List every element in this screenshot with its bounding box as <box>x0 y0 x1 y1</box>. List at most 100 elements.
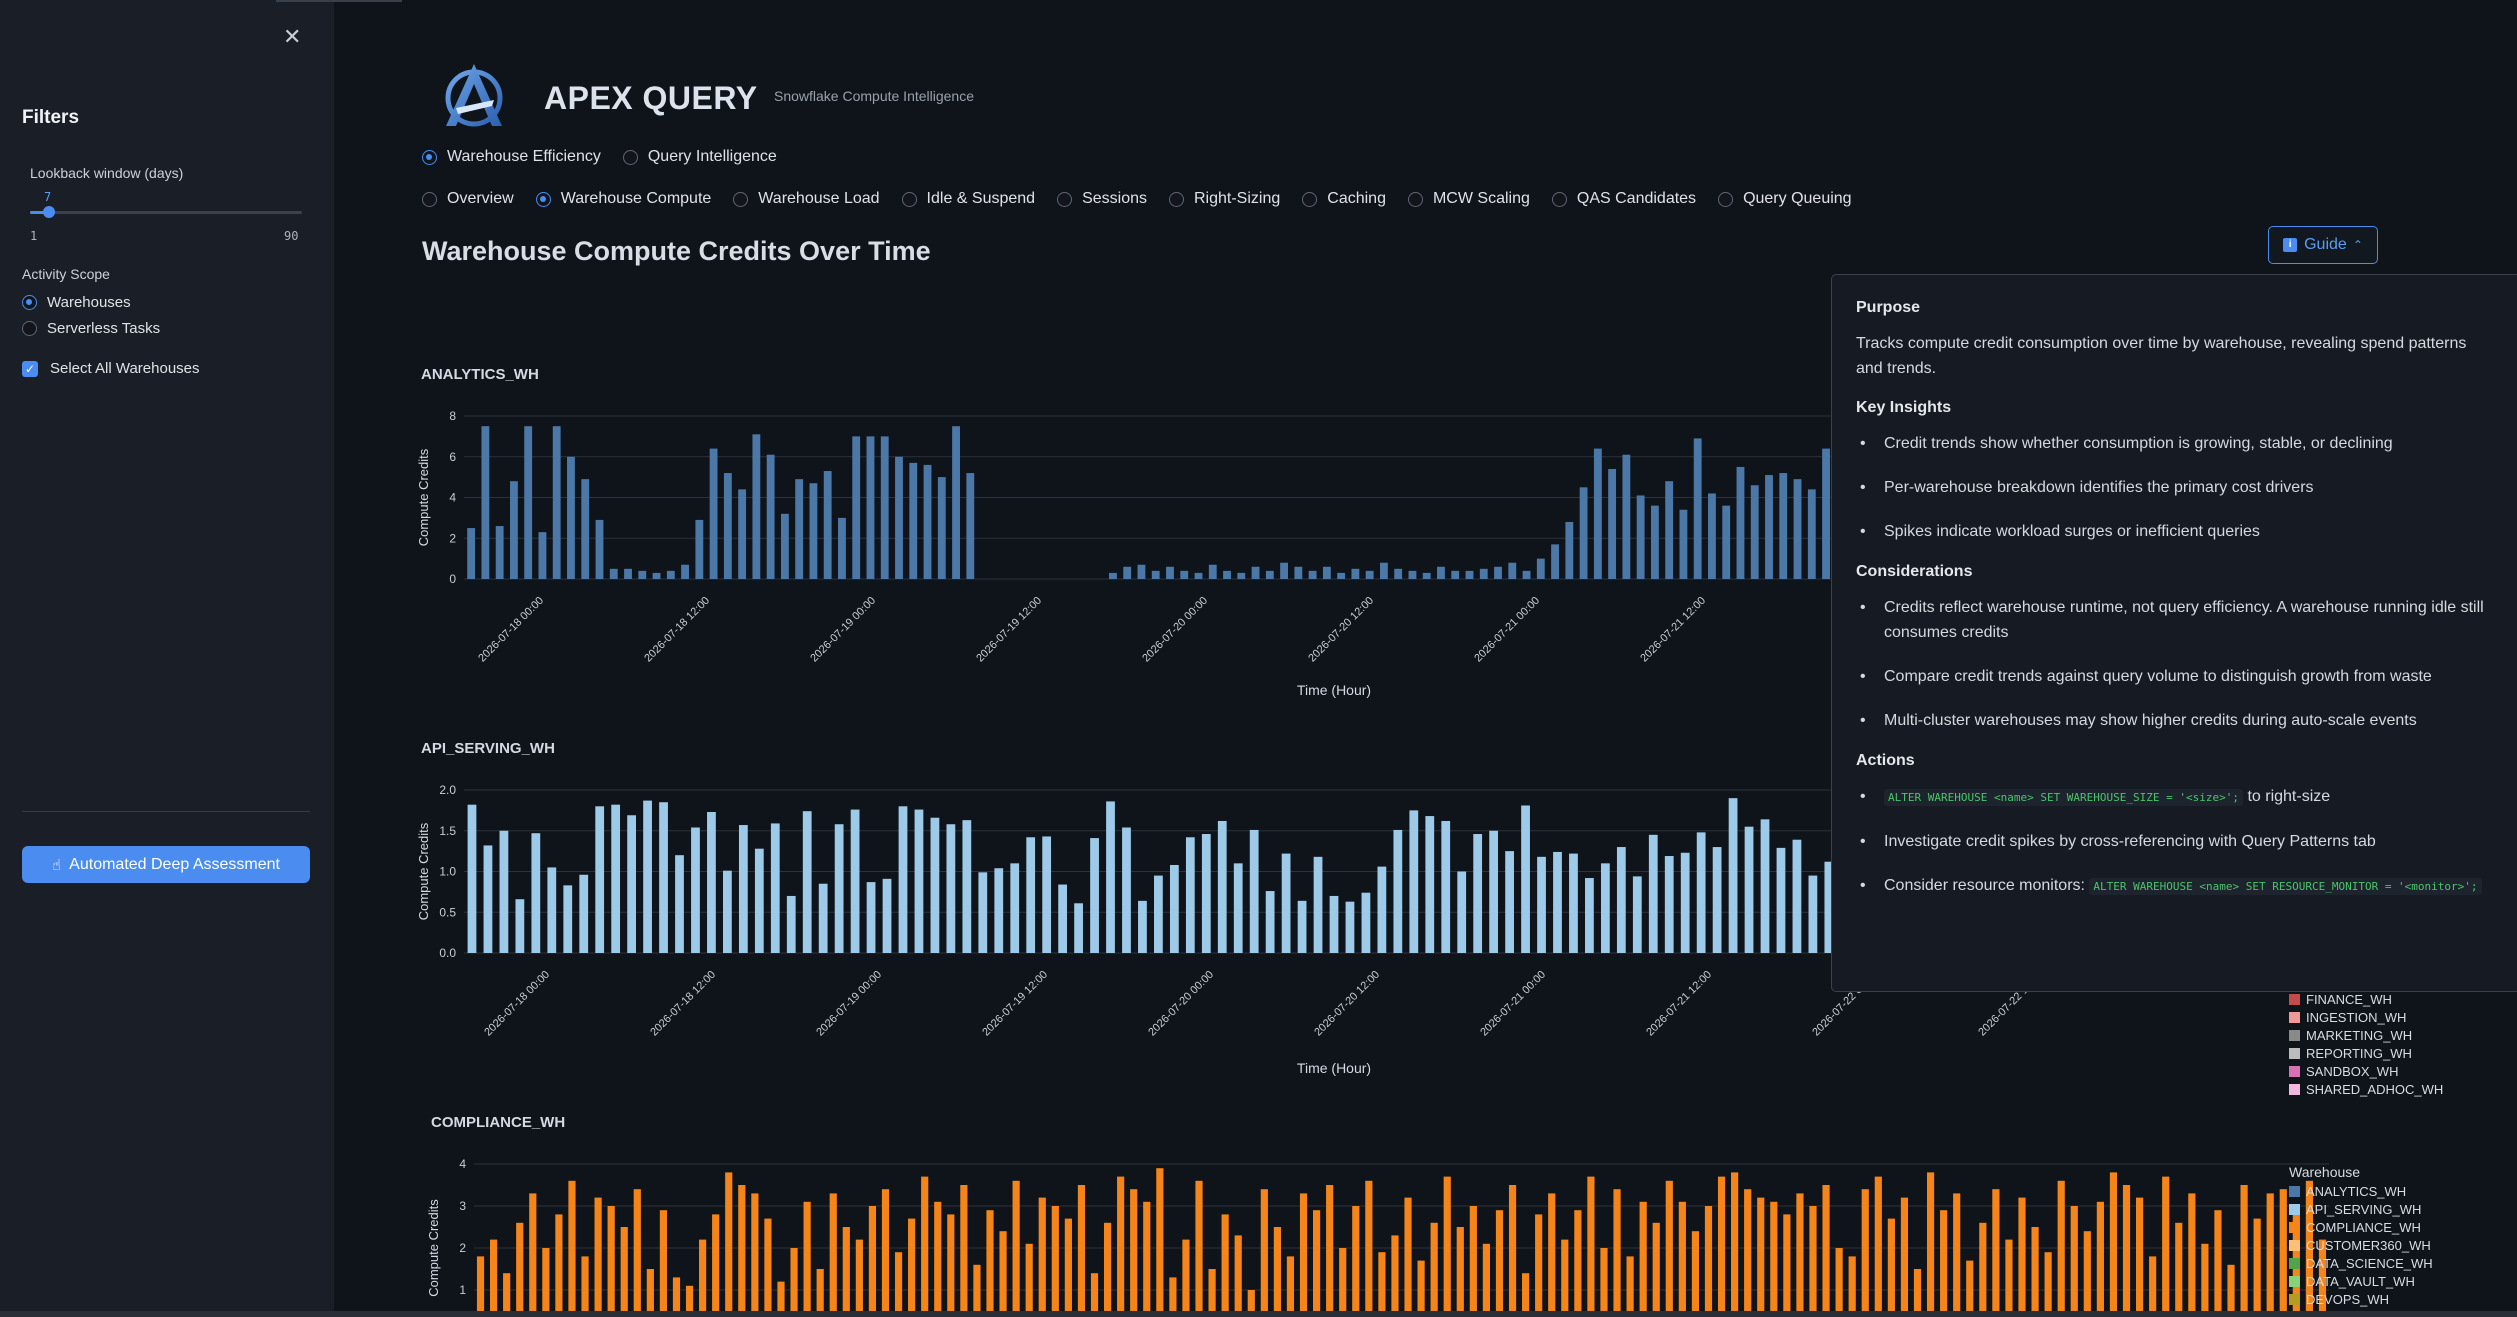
y-tick-label: 8 <box>449 409 456 423</box>
tab-query-queuing[interactable]: Query Queuing <box>1718 190 1852 208</box>
legend-item-marketing-wh[interactable]: MARKETING_WH <box>2289 1026 2443 1044</box>
bar <box>1090 1273 1099 1311</box>
legend-item-customer360-wh[interactable]: CUSTOMER360_WH <box>2289 1236 2433 1254</box>
radio-unselected-icon[interactable] <box>1057 191 1073 207</box>
close-icon[interactable]: ✕ <box>283 24 302 49</box>
bar <box>946 824 956 953</box>
checkbox-checked-icon[interactable]: ✓ <box>22 360 38 377</box>
bar <box>823 471 832 579</box>
bar <box>1636 495 1645 579</box>
bar <box>866 882 876 953</box>
y-tick-label: 4 <box>449 491 456 505</box>
x-axis-label: Time (Hour) <box>1297 1060 1371 1076</box>
guide-considerations-title: Considerations <box>1856 563 1973 580</box>
tab-overview[interactable]: Overview <box>422 190 514 208</box>
radio-unselected-icon[interactable] <box>1302 191 1318 207</box>
bar <box>691 827 700 953</box>
bar <box>1835 1248 1843 1311</box>
bar <box>2109 1172 2118 1311</box>
automated-deep-assessment-button[interactable]: ☝ Automated Deep Assessment <box>22 846 310 883</box>
x-tick-label: 2026-07-21 00:00 <box>1478 969 1548 1039</box>
radio-selected-icon[interactable] <box>535 191 551 207</box>
tab-idle-suspend[interactable]: Idle & Suspend <box>901 190 1035 208</box>
legend-item-shared-adhoc-wh[interactable]: SHARED_ADHOC_WH <box>2289 1080 2443 1098</box>
bar <box>1708 493 1716 579</box>
legend-item-data-science-wh[interactable]: DATA_SCIENCE_WH <box>2289 1254 2433 1272</box>
legend-item-finance-wh[interactable]: FINANCE_WH <box>2289 990 2443 1008</box>
legend-item-api-serving-wh[interactable]: API_SERVING_WH <box>2289 1200 2433 1218</box>
bar <box>476 1256 485 1311</box>
tab-label: Warehouse Load <box>758 190 880 207</box>
bar <box>1077 1185 1086 1311</box>
radio-unselected-icon[interactable] <box>1551 191 1567 207</box>
radio-selected-icon[interactable] <box>22 295 37 310</box>
bar <box>1430 1222 1438 1311</box>
lookback-slider-handle[interactable] <box>43 206 55 218</box>
bar <box>1137 564 1146 579</box>
bar <box>467 528 476 579</box>
bar <box>1482 1243 1491 1311</box>
lookback-slider-track[interactable] <box>30 211 302 214</box>
bar <box>659 802 668 953</box>
tab-label: Overview <box>447 190 514 207</box>
legend-item-analytics-wh[interactable]: ANALYTICS_WH <box>2289 1182 2433 1200</box>
legend-item-sandbox-wh[interactable]: SANDBOX_WH <box>2289 1062 2443 1080</box>
legend-item-reporting-wh[interactable]: REPORTING_WH <box>2289 1044 2443 1062</box>
radio-selected-icon[interactable] <box>422 149 437 165</box>
tab-qas-candidates[interactable]: QAS Candidates <box>1551 190 1696 208</box>
y-tick-label: 4 <box>459 1157 466 1171</box>
bar <box>594 1197 602 1311</box>
tab-right-sizing[interactable]: Right-Sizing <box>1169 190 1280 208</box>
mode-warehouse-efficiency[interactable]: Warehouse Efficiency <box>422 148 601 166</box>
select-all-warehouses-checkbox[interactable]: ✓ Select All Warehouses <box>22 360 200 377</box>
mode-query-intelligence[interactable]: Query Intelligence <box>622 148 777 166</box>
radio-unselected-icon[interactable] <box>1718 191 1734 207</box>
tab-warehouse-load[interactable]: Warehouse Load <box>733 190 880 208</box>
bar <box>2175 1222 2183 1311</box>
tab-caching[interactable]: Caching <box>1302 190 1386 208</box>
legend-label: ANALYTICS_WH <box>2306 1183 2407 1199</box>
bar <box>1508 562 1517 579</box>
bar <box>643 800 652 953</box>
bar <box>2188 1193 2196 1311</box>
bar <box>695 519 704 579</box>
legend-item-compliance-wh[interactable]: COMPLIANCE_WH <box>2289 1218 2433 1236</box>
activity-scope-label: Activity Scope <box>22 266 110 282</box>
scope-option-serverless-tasks[interactable]: Serverless Tasks <box>22 320 160 337</box>
y-tick-label: 3 <box>459 1199 466 1213</box>
radio-unselected-icon[interactable] <box>901 191 917 207</box>
bar <box>1154 875 1163 953</box>
tab-mcw-scaling[interactable]: MCW Scaling <box>1407 190 1530 208</box>
bar <box>1548 1193 1556 1311</box>
radio-unselected-icon[interactable] <box>22 321 37 336</box>
radio-unselected-icon[interactable] <box>1407 191 1423 207</box>
guide-button[interactable]: i Guide ⌃ <box>2268 226 2378 264</box>
radio-unselected-icon[interactable] <box>622 149 638 165</box>
tab-warehouse-compute[interactable]: Warehouse Compute <box>535 190 711 208</box>
x-tick-label: 2026-07-19 00:00 <box>814 969 884 1039</box>
legend-item-ingestion-wh[interactable]: INGESTION_WH <box>2289 1008 2443 1026</box>
bar <box>1717 1176 1726 1311</box>
bottom-bar <box>0 1311 2517 1317</box>
tab-sessions[interactable]: Sessions <box>1057 190 1147 208</box>
bar <box>934 1201 942 1311</box>
radio-unselected-icon[interactable] <box>1169 191 1184 207</box>
guide-panel: Purpose Tracks compute credit consumptio… <box>1831 274 2517 992</box>
legend-item-devops-wh[interactable]: DEVOPS_WH <box>2289 1290 2433 1308</box>
bar <box>1765 475 1773 579</box>
bar <box>1393 829 1403 953</box>
radio-unselected-icon[interactable] <box>733 191 749 207</box>
x-tick-label: 2026-07-20 00:00 <box>1146 969 1216 1039</box>
legend-item-data-vault-wh[interactable]: DATA_VAULT_WH <box>2289 1272 2433 1290</box>
filters-title: Filters <box>22 107 80 128</box>
bar <box>966 473 975 579</box>
radio-unselected-icon[interactable] <box>422 191 437 207</box>
bar <box>1377 866 1387 953</box>
bar <box>515 899 525 953</box>
chart-title-compliance: COMPLIANCE_WH <box>431 1114 566 1131</box>
bar <box>1966 1260 1974 1311</box>
y-tick-label: 1 <box>459 1283 466 1297</box>
bar <box>2162 1176 2170 1311</box>
scope-option-warehouses[interactable]: Warehouses <box>22 294 131 311</box>
hand-icon: ☝ <box>52 856 62 874</box>
